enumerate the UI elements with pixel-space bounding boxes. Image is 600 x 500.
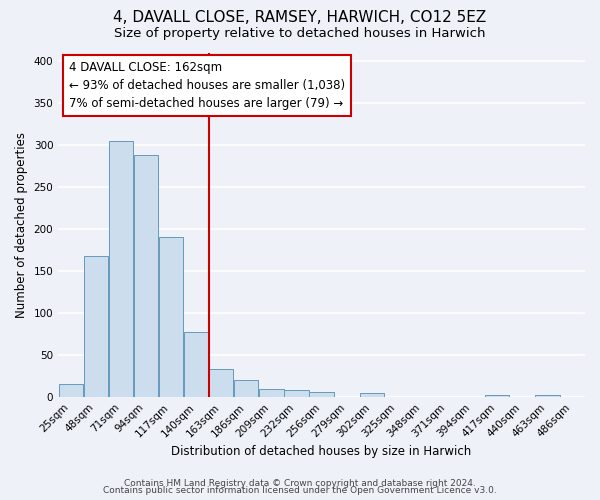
Y-axis label: Number of detached properties: Number of detached properties: [15, 132, 28, 318]
Bar: [159, 236, 183, 397]
Text: Size of property relative to detached houses in Harwich: Size of property relative to detached ho…: [114, 28, 486, 40]
Bar: [234, 380, 259, 397]
Text: Contains HM Land Registry data © Crown copyright and database right 2024.: Contains HM Land Registry data © Crown c…: [124, 478, 476, 488]
Bar: [184, 332, 208, 397]
Bar: [59, 384, 83, 397]
Bar: [310, 392, 334, 397]
Bar: [109, 141, 133, 397]
Text: 4, DAVALL CLOSE, RAMSEY, HARWICH, CO12 5EZ: 4, DAVALL CLOSE, RAMSEY, HARWICH, CO12 5…: [113, 10, 487, 25]
Bar: [284, 390, 308, 397]
Bar: [359, 393, 384, 397]
Bar: [83, 256, 108, 397]
Bar: [209, 370, 233, 397]
Bar: [134, 155, 158, 397]
X-axis label: Distribution of detached houses by size in Harwich: Distribution of detached houses by size …: [172, 444, 472, 458]
Text: Contains public sector information licensed under the Open Government Licence v3: Contains public sector information licen…: [103, 486, 497, 495]
Bar: [485, 394, 509, 397]
Text: 4 DAVALL CLOSE: 162sqm
← 93% of detached houses are smaller (1,038)
7% of semi-d: 4 DAVALL CLOSE: 162sqm ← 93% of detached…: [69, 61, 345, 110]
Bar: [535, 394, 560, 397]
Bar: [259, 389, 284, 397]
